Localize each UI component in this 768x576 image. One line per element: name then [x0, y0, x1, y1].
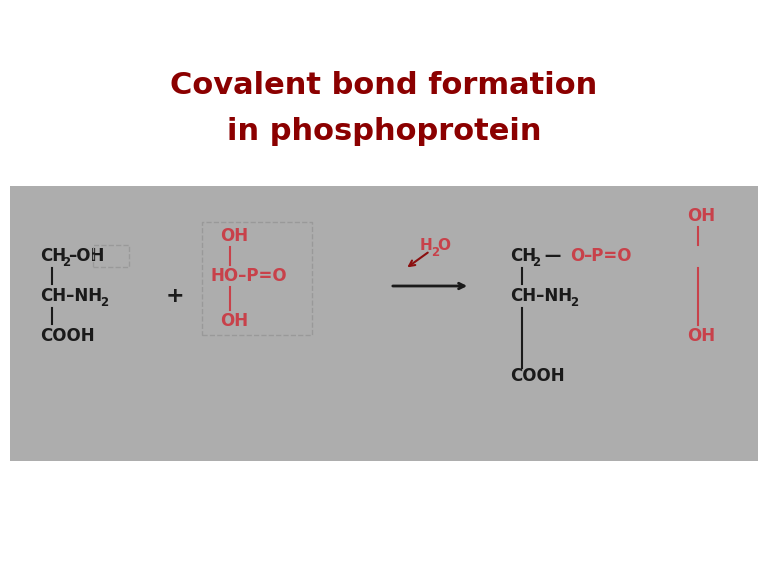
- Text: COOH: COOH: [40, 327, 94, 345]
- Text: CH: CH: [510, 247, 536, 265]
- Text: CH–NH: CH–NH: [40, 287, 102, 305]
- Text: in phosphoprotein: in phosphoprotein: [227, 116, 541, 146]
- Text: 2: 2: [570, 297, 578, 309]
- Text: COOH: COOH: [510, 367, 564, 385]
- Text: –OH: –OH: [68, 247, 104, 265]
- Text: O: O: [437, 238, 450, 253]
- Text: OH: OH: [220, 227, 248, 245]
- Text: CH–NH: CH–NH: [510, 287, 572, 305]
- Text: —: —: [539, 247, 567, 265]
- Text: 2: 2: [62, 256, 70, 270]
- Bar: [202, 222, 312, 335]
- Text: OH: OH: [687, 207, 715, 225]
- Text: OH: OH: [220, 312, 248, 330]
- Bar: [10, 186, 758, 461]
- Text: 2: 2: [431, 245, 439, 259]
- Text: –P=O: –P=O: [583, 247, 631, 265]
- Text: OH: OH: [687, 327, 715, 345]
- Text: 2: 2: [532, 256, 540, 270]
- Text: O: O: [570, 247, 584, 265]
- Text: +: +: [166, 286, 184, 306]
- Text: Covalent bond formation: Covalent bond formation: [170, 71, 598, 100]
- Text: CH: CH: [40, 247, 66, 265]
- Text: 2: 2: [100, 297, 108, 309]
- Text: HO–P=O: HO–P=O: [210, 267, 286, 285]
- Text: H: H: [420, 238, 432, 253]
- Bar: [93, 245, 129, 267]
